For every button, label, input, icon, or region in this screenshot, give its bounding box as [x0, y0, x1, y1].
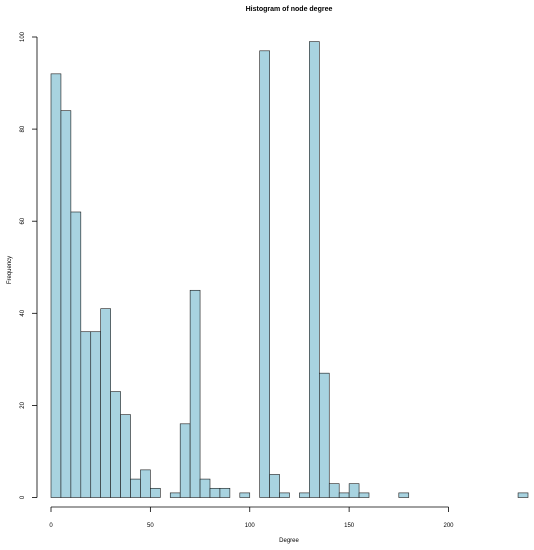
x-tick-label: 150	[344, 523, 355, 529]
histogram-bar	[140, 469, 151, 498]
histogram-bar	[70, 211, 82, 498]
histogram-bar	[150, 487, 161, 498]
histogram-bar	[219, 487, 231, 498]
histogram-bar	[169, 492, 181, 498]
x-axis: 0 50 100 150 200	[49, 506, 454, 529]
x-tick-label: 0	[49, 523, 53, 529]
y-tick-label: 20	[20, 401, 26, 408]
histogram-bar	[60, 110, 72, 498]
chart-title: Histogram of node degree	[246, 6, 333, 13]
histogram-bar	[90, 331, 101, 498]
histogram-bar	[517, 492, 529, 498]
histogram-bar	[50, 73, 62, 498]
histogram-bar	[110, 391, 121, 498]
histogram-bar	[209, 487, 221, 498]
y-tick-label: 60	[20, 217, 26, 224]
histogram-bar	[80, 331, 92, 498]
histogram-bar	[199, 478, 211, 498]
histogram-bar	[328, 483, 340, 498]
y-axis-label: Frequency	[7, 256, 13, 284]
histogram-bar	[279, 492, 290, 498]
histogram-bar	[120, 414, 131, 498]
histogram-bar	[358, 492, 370, 498]
histogram-bar	[239, 492, 251, 498]
histogram-bar	[130, 478, 141, 498]
y-tick-label: 0	[20, 495, 26, 499]
histogram-bar	[189, 289, 201, 498]
x-axis-label: Degree	[279, 538, 299, 544]
histogram-bar	[269, 474, 280, 498]
histogram-bar	[299, 492, 310, 498]
histogram-bar	[100, 308, 111, 498]
y-axis: 0 20 40 60 80 100	[20, 31, 38, 499]
x-tick-label: 50	[147, 523, 154, 529]
histogram-bar	[319, 372, 330, 498]
y-tick-label: 80	[20, 125, 26, 132]
histogram-bar	[338, 492, 350, 498]
x-tick-label: 200	[443, 523, 454, 529]
histogram-bar	[309, 41, 320, 498]
histogram-bar	[179, 423, 191, 498]
y-tick-label: 100	[20, 31, 26, 42]
histogram-bar	[348, 483, 360, 498]
bars-group	[50, 41, 529, 498]
histogram-bar	[398, 492, 410, 498]
y-tick-label: 40	[20, 309, 26, 316]
x-tick-label: 100	[245, 523, 256, 529]
histogram-bar	[259, 50, 270, 498]
